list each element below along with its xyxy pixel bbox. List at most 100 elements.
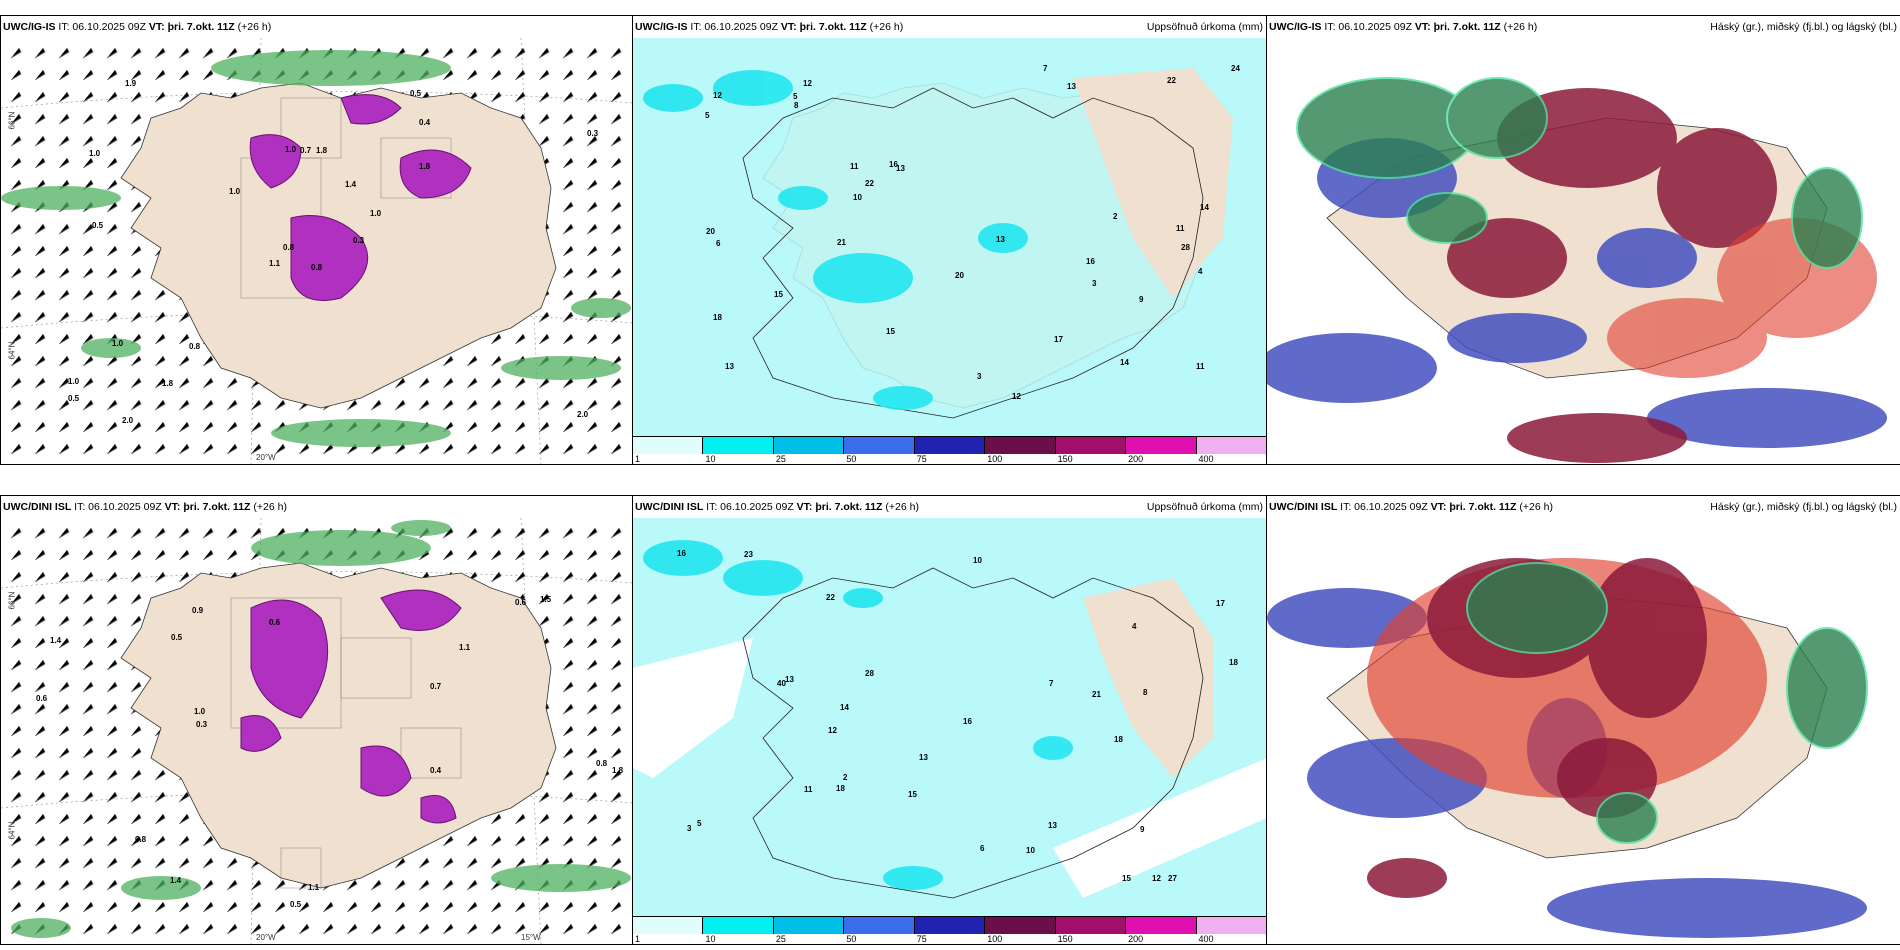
valid-label: VT: — [148, 21, 165, 33]
wind-barb — [514, 901, 526, 913]
value-label: 20 — [955, 271, 964, 280]
wind-barb — [586, 91, 598, 103]
white-patch — [633, 638, 753, 778]
wind-barb — [514, 923, 526, 935]
value-label: 13 — [1048, 821, 1057, 830]
model-name: UWC/DINI ISL — [635, 501, 704, 513]
wind-barb — [154, 857, 166, 869]
wind-barb — [538, 399, 550, 411]
value-label: 0.8 — [135, 835, 147, 844]
valid-label: VT: — [780, 21, 797, 33]
wind-barb — [58, 703, 70, 715]
wind-barb — [418, 377, 430, 389]
wind-barb — [418, 923, 430, 935]
wind-barb — [106, 857, 118, 869]
wind-barb — [130, 377, 142, 389]
wind-barb — [418, 399, 430, 411]
high-clouds — [1296, 77, 1863, 269]
value-label: 13 — [919, 753, 928, 762]
wind-barb — [490, 901, 502, 913]
wind-barb — [274, 923, 286, 935]
value-label: 28 — [865, 669, 874, 678]
wind-barb — [58, 377, 70, 389]
wind-barb — [10, 901, 22, 913]
value-label: 21 — [1092, 690, 1101, 699]
panel-header: UWC/DINI ISL IT: 06.10.2025 09Z VT: þri.… — [633, 496, 1267, 518]
wind-barb — [562, 201, 574, 213]
wind-barb — [442, 527, 454, 539]
wind-barb — [106, 813, 118, 825]
wind-barb — [610, 901, 622, 913]
wind-barb — [34, 879, 46, 891]
wind-barb — [562, 725, 574, 737]
wind-barb — [250, 421, 262, 433]
wind-barb — [34, 857, 46, 869]
colorbar-label: 1 — [635, 934, 641, 944]
wind-barb — [58, 421, 70, 433]
colorbar-label: 200 — [1128, 454, 1144, 464]
wind-barb — [562, 223, 574, 235]
wind-barb — [10, 593, 22, 605]
wind-barb — [58, 443, 70, 455]
wind-barb — [538, 527, 550, 539]
value-label: 12 — [803, 79, 812, 88]
wind-barb — [58, 791, 70, 803]
wind-barb — [586, 377, 598, 389]
wind-barb — [610, 47, 622, 59]
value-label: 0.6 — [269, 618, 281, 627]
wind-barb — [610, 245, 622, 257]
wind-barb — [130, 91, 142, 103]
wind-barb — [10, 69, 22, 81]
wind-barb — [58, 399, 70, 411]
wind-barb — [610, 703, 622, 715]
colorbar-label: 1 — [635, 454, 641, 464]
colorbar-swatch — [1126, 436, 1197, 454]
wind-barb — [82, 91, 94, 103]
wind-barb — [82, 791, 94, 803]
land-patch — [1083, 578, 1213, 778]
wind-barb — [130, 527, 142, 539]
wind-barb — [58, 289, 70, 301]
model-name: UWC/IG-IS — [635, 21, 688, 33]
wind-barb — [514, 47, 526, 59]
wind-barb — [586, 813, 598, 825]
value-label: 0.3 — [353, 236, 365, 245]
wind-barb — [130, 593, 142, 605]
wind-barb — [34, 47, 46, 59]
wind-barb — [82, 615, 94, 627]
wind-barb — [154, 289, 166, 301]
value-label: 0.7 — [300, 146, 312, 155]
wind-barb — [130, 399, 142, 411]
wind-barb — [610, 835, 622, 847]
cloud-title: Háský (gr.), miðský (fj.bl.) og lágský (… — [1710, 21, 1897, 33]
wind-barb — [538, 113, 550, 125]
wind-barb — [250, 901, 262, 913]
wind-barb — [82, 857, 94, 869]
wind-barb — [418, 857, 430, 869]
wind-barb — [298, 923, 310, 935]
lead-time: (+26 h) — [1503, 21, 1538, 33]
wind-barb — [610, 923, 622, 935]
wind-barb — [58, 615, 70, 627]
wind-barb — [10, 879, 22, 891]
wind-barb — [562, 113, 574, 125]
value-label: 27 — [1168, 874, 1177, 883]
lon-label-right: 15°W — [521, 933, 541, 942]
init-time: IT: 06.10.2025 09Z — [1340, 501, 1428, 513]
value-label: 1.1 — [459, 643, 471, 652]
wind-barb — [82, 593, 94, 605]
wind-barb — [130, 289, 142, 301]
wind-barb — [586, 179, 598, 191]
wind-barb — [346, 923, 358, 935]
wind-barb — [562, 659, 574, 671]
wind-barb — [538, 443, 550, 455]
wind-barb — [34, 443, 46, 455]
value-label: 22 — [826, 593, 835, 602]
wind-barb — [178, 69, 190, 81]
wind-barb — [226, 857, 238, 869]
wind-barb — [58, 901, 70, 913]
wind-barb — [10, 549, 22, 561]
wind-barb — [274, 901, 286, 913]
value-label: 6 — [980, 844, 985, 853]
colorbar-label: 400 — [1198, 934, 1214, 944]
